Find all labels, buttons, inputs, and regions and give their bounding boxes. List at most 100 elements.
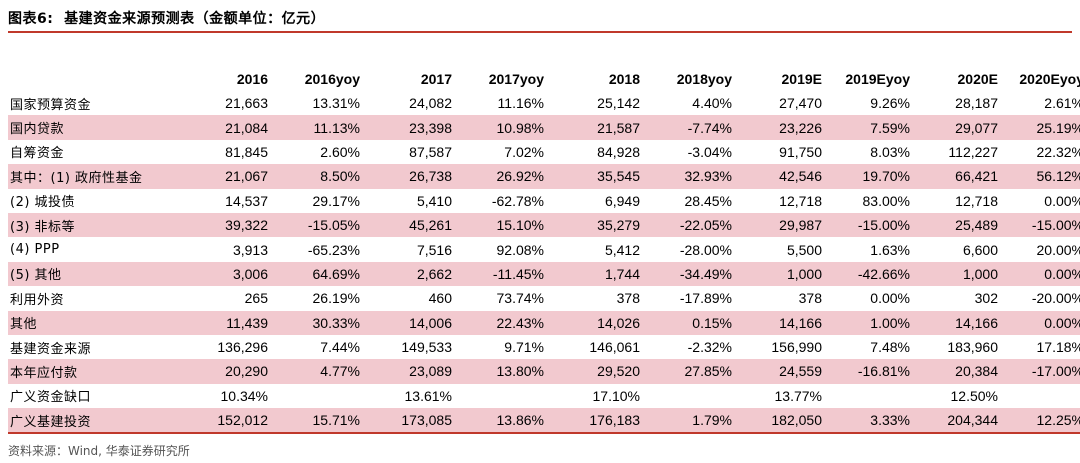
funding-forecast-table: 2016 2016yoy 2017 2017yoy 2018 2018yoy 2019E 20… — [8, 67, 1080, 435]
table-cell: 5,500 — [786, 241, 822, 258]
column-header: 2019Eyoy — [845, 71, 910, 87]
row-label: (4) PPP — [10, 242, 60, 258]
table-cell: 152,012 — [180, 408, 276, 435]
table-cell: 0.15% — [648, 310, 740, 335]
table-cell: 81,845 — [225, 143, 268, 160]
table-cell: 2.60% — [320, 143, 360, 160]
table-cell: 7.44% — [320, 339, 360, 356]
table-cell: 3.33% — [830, 408, 918, 435]
table-cell: 39,322 — [180, 212, 276, 238]
table-cell: 7,516 — [416, 241, 452, 258]
table-cell: 27,470 — [779, 95, 822, 112]
table-cell: 27.85% — [648, 359, 740, 384]
table-cell: 29.17% — [312, 192, 360, 209]
table-cell: 1,000 — [740, 261, 830, 287]
table-cell: 21,067 — [180, 164, 276, 189]
table-cell: -34.49% — [648, 261, 740, 287]
table-row: (4) PPP 3,913 -65.23% 7,516 92.08% 5,412 -28.0… — [8, 237, 1080, 261]
table-cell: -42.66% — [830, 261, 918, 287]
table-cell: 21,084 — [180, 115, 276, 140]
table-cell: 23,398 — [368, 115, 460, 140]
table-cell: 73.74% — [496, 290, 544, 307]
table-cell: 1.63% — [870, 241, 910, 258]
table-cell: 35,279 — [552, 212, 648, 238]
table-cell: 0.00% — [1044, 192, 1080, 209]
table-cell: 22.32% — [1036, 143, 1080, 160]
table-row: 国内贷款 21,084 11.13% 23,398 10.98% 21,587 -7.74%… — [8, 115, 1080, 140]
table-cell: 378 — [798, 290, 822, 307]
table-cell: 1.79% — [648, 408, 740, 435]
table-cell: 4.40% — [692, 95, 732, 112]
table-cell: 83.00% — [862, 192, 910, 209]
table-cell: 14,537 — [225, 192, 268, 209]
table-cell: 4.77% — [276, 359, 368, 384]
table-cell: 8.03% — [870, 143, 910, 160]
table-cell — [276, 384, 368, 408]
table-cell: 32.93% — [648, 164, 740, 189]
table-row: 其他 11,439 30.33% 14,006 22.43% 14,026 0.15% 14,… — [8, 310, 1080, 335]
column-header: 2017 — [420, 71, 452, 87]
table-cell: 15.71% — [276, 408, 368, 435]
table-cell: -65.23% — [307, 241, 360, 258]
table-cell: -3.04% — [687, 143, 732, 160]
table-cell: 12.50% — [950, 387, 998, 404]
table-cell: 26,738 — [368, 164, 460, 189]
table-cell — [460, 384, 552, 408]
table-cell: -62.78% — [491, 192, 544, 209]
table-cell: 0.00% — [1006, 310, 1080, 335]
table-cell: 84,928 — [597, 143, 640, 160]
table-cell: -15.00% — [830, 212, 918, 238]
table-cell: -16.81% — [830, 359, 918, 384]
table-cell: 29,520 — [552, 359, 648, 384]
table-cell: 2,662 — [368, 261, 460, 287]
table-cell: 2.61% — [1044, 95, 1080, 112]
table-cell: 30.33% — [276, 310, 368, 335]
table-cell: 26.19% — [312, 290, 360, 307]
table-cell: 0.00% — [870, 290, 910, 307]
table-cell: 25,489 — [918, 212, 1006, 238]
table-cell: 19.70% — [830, 164, 918, 189]
row-label: 广义资金缺口 — [10, 390, 92, 406]
table-row: 广义资金缺口 10.34% 13.61% 17.10% 13.77% 12.50% — [8, 384, 1080, 408]
chart-title: 图表6: 基建资金来源预测表（金额单位：亿元） — [8, 11, 326, 27]
table-cell: 14,026 — [552, 310, 648, 335]
row-label: 自筹资金 — [10, 146, 65, 162]
table-cell: 176,183 — [552, 408, 648, 435]
table-cell: 14,166 — [918, 310, 1006, 335]
table-cell: 146,061 — [589, 339, 640, 356]
table-cell: 21,587 — [552, 115, 648, 140]
table-cell: 25.19% — [1006, 115, 1080, 140]
table-cell: 1,744 — [552, 261, 648, 287]
table-cell: 13.31% — [312, 95, 360, 112]
table-cell: 3,913 — [232, 241, 268, 258]
title-divider — [8, 31, 1072, 33]
table-cell: 8.50% — [276, 164, 368, 189]
table-cell: 182,050 — [740, 408, 830, 435]
table-cell: 136,296 — [217, 339, 268, 356]
table-cell: 15.10% — [460, 212, 552, 238]
table-row: (2) 城投债 14,537 29.17% 5,410 -62.78% 6,949 28.4… — [8, 189, 1080, 213]
table-cell: 23,089 — [368, 359, 460, 384]
table-row: (3) 非标等 39,322 -15.05% 45,261 15.10% 35,279 -2… — [8, 212, 1080, 238]
table-cell: 92.08% — [496, 241, 544, 258]
header-row: 2016 2016yoy 2017 2017yoy 2018 2018yoy 2019E 20… — [8, 67, 1080, 91]
table-cell — [1006, 384, 1080, 408]
table-cell: 13.61% — [404, 387, 452, 404]
table-row: 本年应付款 20,290 4.77% 23,089 13.80% 29,520 27.85%… — [8, 359, 1080, 384]
table-cell: 13.80% — [460, 359, 552, 384]
table-cell: 28.45% — [684, 192, 732, 209]
row-label: (3) 非标等 — [8, 212, 180, 238]
table-cell: 1,000 — [918, 261, 1006, 287]
table-cell: -22.05% — [648, 212, 740, 238]
table-cell: 112,227 — [948, 143, 998, 160]
table-cell: 6,600 — [962, 241, 998, 258]
table-cell: 5,412 — [604, 241, 640, 258]
table-cell: -11.45% — [460, 261, 552, 287]
column-header: 2020Eyoy — [1019, 71, 1080, 87]
table-cell: 17.10% — [592, 387, 640, 404]
row-label: (5) 其他 — [8, 261, 180, 287]
column-header: 2016 — [236, 71, 268, 87]
table-row: 自筹资金 81,845 2.60% 87,587 7.02% 84,928 -3.04% 91… — [8, 140, 1080, 164]
table-row: 基建资金来源 136,296 7.44% 149,533 9.71% 146,061 -2.… — [8, 335, 1080, 359]
table-cell: 12.25% — [1006, 408, 1080, 435]
